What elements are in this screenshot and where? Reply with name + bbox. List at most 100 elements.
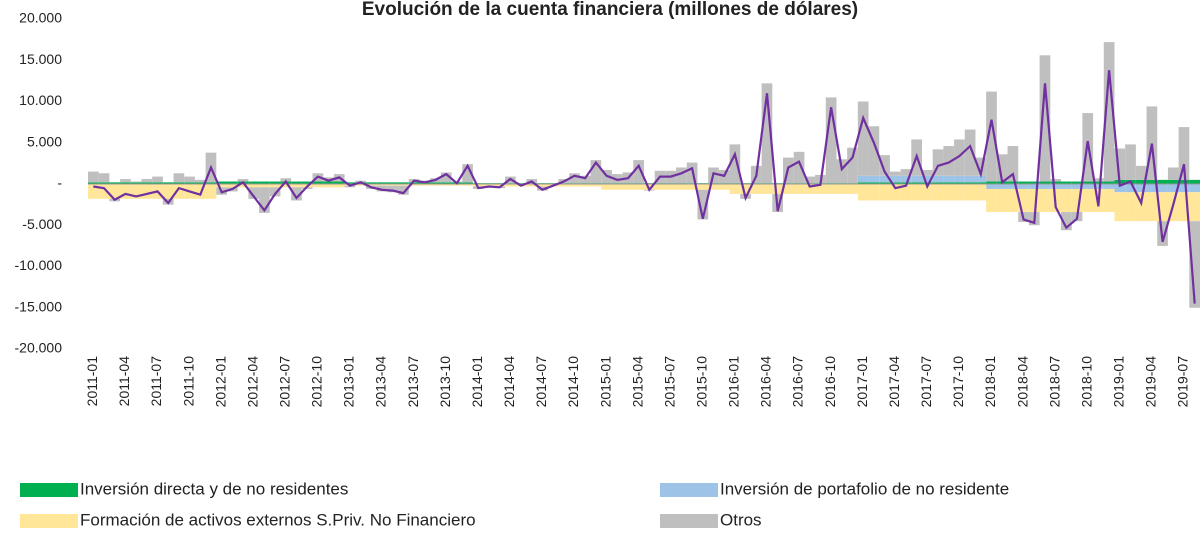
bar — [623, 184, 634, 190]
bar — [697, 184, 708, 190]
x-tick-label: 2019-01 — [1111, 356, 1127, 408]
x-tick-label: 2018-04 — [1014, 356, 1030, 408]
x-tick-label: 2017-04 — [886, 356, 902, 408]
bar — [1189, 184, 1200, 192]
y-tick-label: - — [57, 175, 62, 191]
legend-swatch — [20, 483, 78, 497]
x-tick-label: 2017-07 — [918, 356, 934, 408]
x-tick-label: 2019-04 — [1143, 356, 1159, 408]
bar — [911, 184, 922, 201]
x-tick-label: 2019-07 — [1175, 356, 1191, 408]
bar — [1082, 189, 1093, 212]
bar — [965, 184, 976, 201]
bar — [1157, 184, 1168, 192]
bar — [954, 184, 965, 201]
bar — [858, 102, 869, 176]
bar — [858, 184, 869, 201]
bar — [99, 173, 110, 182]
bar — [1018, 184, 1029, 189]
bar — [911, 176, 922, 183]
bar — [141, 179, 152, 182]
bar — [88, 172, 99, 183]
bar — [847, 148, 858, 183]
x-tick-label: 2017-01 — [854, 356, 870, 408]
x-tick-label: 2012-10 — [309, 356, 325, 408]
x-tick-label: 2012-04 — [244, 356, 260, 408]
x-tick-label: 2013-04 — [373, 356, 389, 408]
bar — [890, 172, 901, 176]
bar — [997, 184, 1008, 189]
bar — [1061, 189, 1072, 212]
y-tick-label: 5.000 — [27, 133, 62, 149]
bar — [954, 176, 965, 183]
bar — [131, 182, 142, 183]
bar — [858, 176, 869, 183]
x-tick-label: 2013-07 — [405, 356, 421, 408]
bar — [933, 176, 944, 183]
bar — [986, 189, 997, 212]
bar — [1104, 189, 1115, 212]
x-tick-label: 2014-04 — [501, 356, 517, 408]
bar — [665, 184, 676, 190]
x-tick-label: 2016-07 — [790, 356, 806, 408]
bar — [184, 177, 195, 183]
bar — [943, 184, 954, 201]
x-tick-label: 2011-01 — [84, 356, 100, 407]
bar — [1189, 192, 1200, 221]
bar — [1125, 144, 1136, 179]
bar — [986, 184, 997, 189]
bar — [1061, 184, 1072, 189]
chart: Evolución de la cuenta financiera (millo… — [0, 0, 1202, 536]
y-tick-label: 20.000 — [19, 10, 62, 26]
bar — [206, 184, 217, 199]
legend-swatch — [660, 514, 718, 528]
bars — [88, 42, 1200, 308]
bar — [1179, 184, 1190, 192]
x-tick-label: 2015-01 — [597, 356, 613, 408]
x-tick-label: 2015-04 — [629, 356, 645, 408]
bar — [1189, 180, 1200, 184]
legend-label: Formación de activos externos S.Priv. No… — [80, 510, 476, 529]
bar — [612, 184, 623, 190]
bar — [1168, 168, 1179, 180]
x-tick-label: 2014-10 — [565, 356, 581, 408]
legend-label: Inversión directa y de no residentes — [80, 479, 348, 498]
bar — [997, 189, 1008, 212]
bar — [762, 184, 773, 194]
bar — [1104, 184, 1115, 189]
bar — [1147, 192, 1158, 221]
x-tick-label: 2014-01 — [469, 356, 485, 408]
legend-swatch — [20, 514, 78, 528]
y-tick-label: -5.000 — [22, 216, 62, 232]
x-tick-label: 2015-10 — [694, 356, 710, 408]
bar — [676, 184, 687, 190]
x-tick-label: 2015-07 — [661, 356, 677, 408]
bar — [1029, 189, 1040, 212]
bar — [836, 184, 847, 194]
x-tick-label: 2018-07 — [1046, 356, 1062, 408]
x-tick-label: 2012-01 — [212, 356, 228, 408]
x-tick-label: 2011-04 — [116, 356, 132, 407]
bar — [879, 184, 890, 201]
bar — [730, 184, 741, 194]
x-tick-label: 2013-10 — [437, 356, 453, 408]
bar — [195, 180, 206, 182]
bar — [1157, 180, 1168, 184]
bar — [1082, 184, 1093, 189]
bar — [1168, 180, 1179, 184]
bar — [943, 176, 954, 183]
x-tick-label: 2016-10 — [822, 356, 838, 408]
bar — [1040, 189, 1051, 212]
chart-title: Evolución de la cuenta financiera (millo… — [362, 0, 858, 20]
bar — [120, 179, 131, 182]
x-tick-label: 2011-10 — [180, 356, 196, 407]
bar — [655, 184, 666, 190]
bar — [719, 184, 730, 190]
bar — [174, 173, 185, 182]
bar — [965, 176, 976, 183]
x-tick-label: 2011-07 — [148, 356, 164, 407]
bar — [1125, 192, 1136, 221]
bar — [869, 176, 880, 183]
bar — [826, 184, 837, 194]
bar — [141, 184, 152, 199]
